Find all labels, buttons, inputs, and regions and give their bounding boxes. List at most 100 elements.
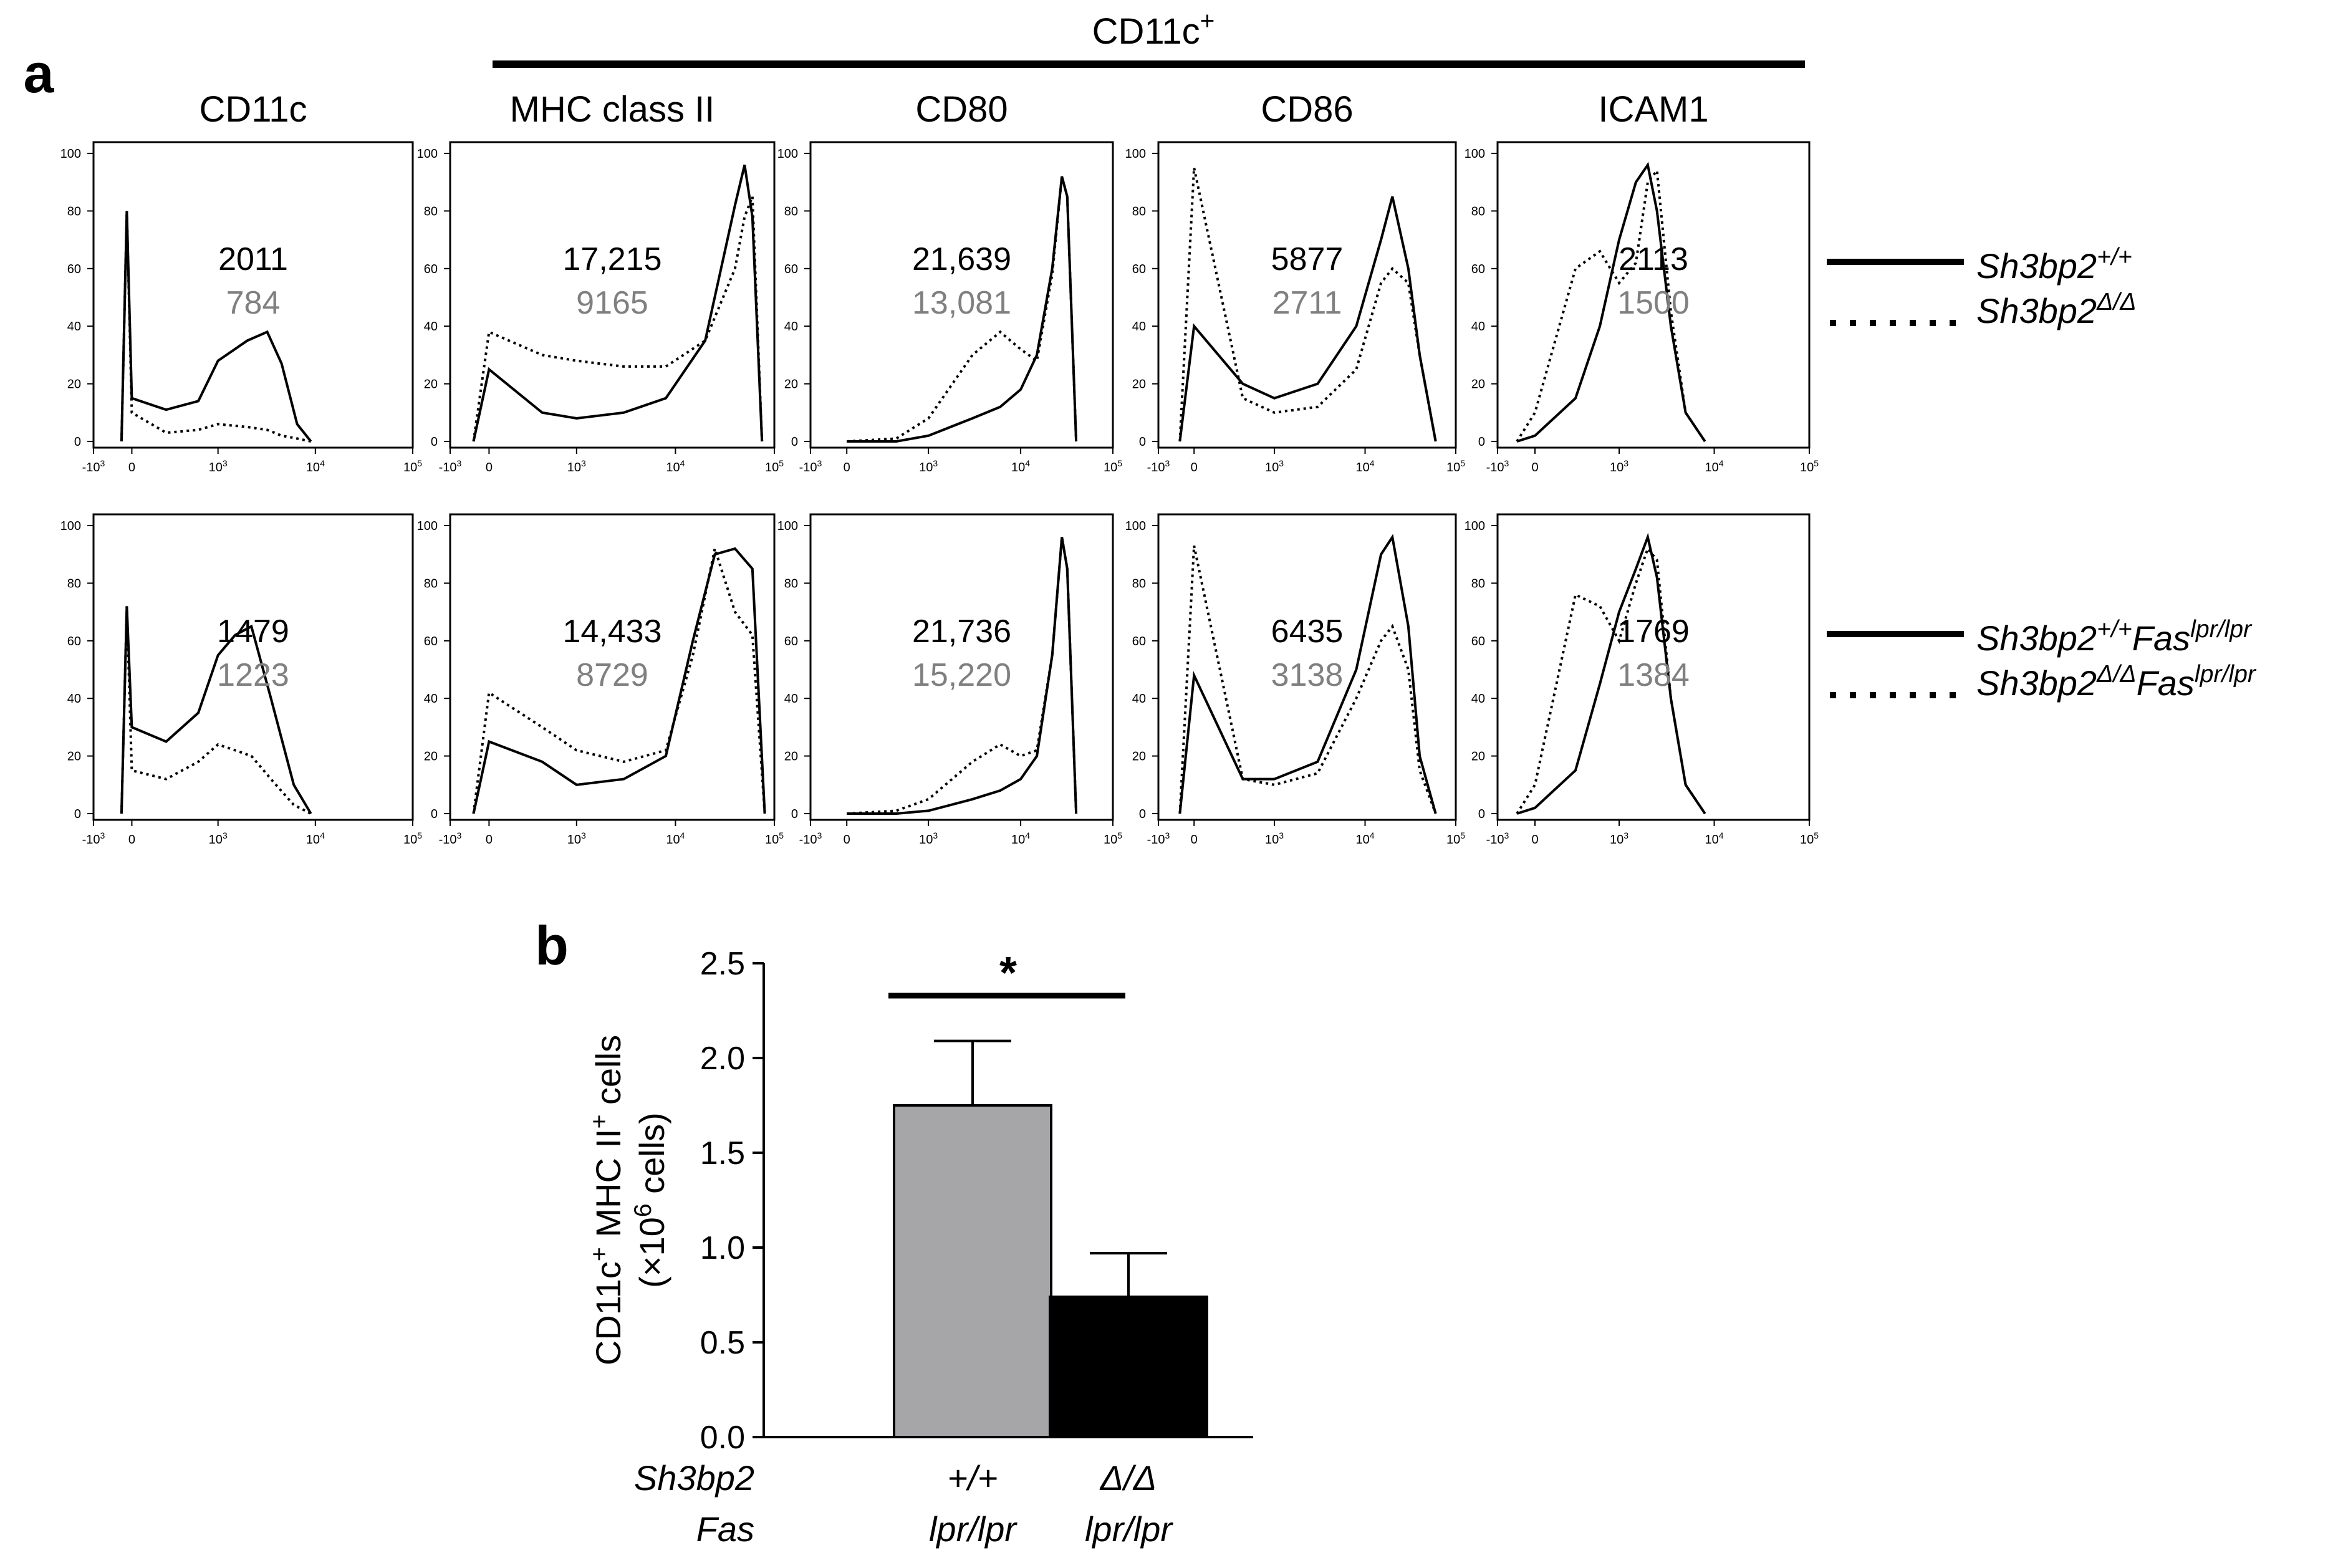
- text-run: 10: [1800, 461, 1814, 474]
- mfi-value-solid: 21,639: [912, 241, 1011, 277]
- y-tick-label: 100: [1125, 147, 1146, 161]
- mfi-value-dotted: 8729: [576, 657, 648, 693]
- superscript: 5: [417, 458, 422, 468]
- column-header-cd86: CD86: [1261, 89, 1353, 130]
- y-tick-label: 60: [1132, 262, 1146, 276]
- y-tick-label: 20: [784, 378, 798, 392]
- superscript: lpr/lpr: [2195, 661, 2257, 688]
- y-tick-label: 60: [424, 635, 438, 648]
- cd11c-positive-group-label: CD11c+: [1092, 6, 1215, 52]
- text-run: 10: [1355, 833, 1369, 847]
- text-run: 10: [1011, 461, 1025, 474]
- text-run: 10: [1705, 461, 1718, 474]
- y-tick-label: 100: [1465, 519, 1485, 533]
- y-tick-label: 60: [1471, 635, 1485, 648]
- mfi-value-solid: 21,736: [912, 613, 1011, 650]
- text-run: 0: [844, 461, 850, 474]
- x-tick-label: 105: [765, 458, 784, 474]
- row-label-fas: Fas: [696, 1509, 754, 1549]
- histogram-curve-solid: [847, 537, 1078, 815]
- text-run: -10: [439, 833, 457, 847]
- superscript: 3: [581, 458, 586, 468]
- text-run: 10: [765, 833, 779, 847]
- x-category-fas: lpr/lpr: [1085, 1509, 1173, 1549]
- x-tick-label: 0: [486, 461, 493, 474]
- y-tick-label: 60: [1132, 635, 1146, 648]
- y-tick-label: 80: [1471, 204, 1485, 218]
- text-run: Sh3bp2: [1976, 246, 2097, 286]
- y-tick-label: 0: [1139, 435, 1146, 449]
- y-tick-label: 20: [1132, 378, 1146, 392]
- superscript: 4: [1370, 830, 1375, 840]
- y-tick-label: 0: [791, 435, 798, 449]
- y-tick-label: 1.5: [700, 1135, 745, 1171]
- row-label-sh3bp2: Sh3bp2: [634, 1458, 754, 1498]
- text-run: -10: [799, 833, 817, 847]
- text-run: 0: [128, 833, 135, 847]
- x-tick-label: -103: [799, 458, 822, 474]
- text-run: 10: [1104, 833, 1117, 847]
- superscript: 3: [223, 458, 228, 468]
- text-run: 10: [1104, 461, 1117, 474]
- legend-dotted-label: Sh3bp2Δ/ΔFaslpr/lpr: [1976, 661, 2257, 703]
- superscript: 3: [100, 830, 105, 840]
- text-run: 10: [1265, 461, 1279, 474]
- x-category-sh3bp2: Δ/Δ: [1099, 1458, 1157, 1498]
- x-tick-label: 0: [1531, 461, 1538, 474]
- x-tick-label: 103: [209, 458, 228, 474]
- histogram-frame: [1157, 141, 1457, 449]
- y-tick-label: 80: [784, 577, 798, 590]
- x-tick-label: 0: [844, 833, 850, 847]
- legend-solid-label: Sh3bp2+/+: [1976, 244, 2132, 286]
- text-run: Sh3bp2: [1976, 618, 2097, 658]
- y-tick-label: 60: [784, 635, 798, 648]
- superscript: 4: [320, 830, 325, 840]
- bar-2: [1049, 1296, 1208, 1439]
- histogram-frame: [449, 141, 776, 449]
- histogram-curve-dotted: [120, 211, 312, 443]
- x-tick-label: -103: [82, 830, 105, 847]
- superscript: 5: [417, 830, 422, 840]
- text-run: 0: [844, 833, 850, 847]
- legend-dotted-label: Sh3bp2Δ/Δ: [1976, 289, 2137, 331]
- superscript: 6: [630, 1203, 657, 1217]
- x-tick-label: 0: [1191, 833, 1198, 847]
- superscript: 4: [1025, 458, 1030, 468]
- y-tick-label: 40: [784, 692, 798, 706]
- y-tick-label: 80: [784, 204, 798, 218]
- superscript: 3: [933, 458, 938, 468]
- text-run: -10: [1147, 833, 1165, 847]
- text-run: cells: [589, 1035, 628, 1115]
- x-tick-label: -103: [799, 830, 822, 847]
- text-run: 10: [919, 833, 933, 847]
- superscript: Δ/Δ: [2096, 289, 2136, 315]
- x-tick-label: 104: [666, 458, 685, 474]
- legend-solid-entry: Sh3bp2+/+: [1827, 244, 2132, 286]
- superscript: 3: [1279, 830, 1284, 840]
- y-tick-label: 0: [431, 807, 438, 821]
- x-tick-label: 105: [403, 830, 422, 847]
- x-tick-label: 103: [919, 830, 938, 847]
- superscript: 3: [1165, 458, 1170, 468]
- superscript: 3: [1504, 458, 1509, 468]
- superscript: 5: [779, 830, 784, 840]
- mfi-value-solid: 6435: [1271, 613, 1344, 650]
- mfi-value-solid: 1479: [217, 613, 289, 650]
- x-tick-label: 105: [1446, 830, 1465, 847]
- y-tick-label: 80: [67, 204, 81, 218]
- y-tick-label: 0.5: [700, 1325, 745, 1361]
- y-tick-label: 100: [417, 519, 438, 533]
- legend-dotted-entry: Sh3bp2Δ/Δ: [1830, 289, 2137, 331]
- y-tick-label: 40: [1471, 320, 1485, 334]
- histogram-frame: [92, 141, 414, 449]
- text-run: 10: [1800, 833, 1814, 847]
- x-tick-label: 0: [128, 833, 135, 847]
- x-category-fas: lpr/lpr: [929, 1509, 1017, 1549]
- superscript: +: [1200, 6, 1215, 35]
- text-run: -10: [799, 461, 817, 474]
- legend-solid-entry: Sh3bp2+/+Faslpr/lpr: [1827, 616, 2253, 658]
- x-tick-label: 103: [1610, 830, 1628, 847]
